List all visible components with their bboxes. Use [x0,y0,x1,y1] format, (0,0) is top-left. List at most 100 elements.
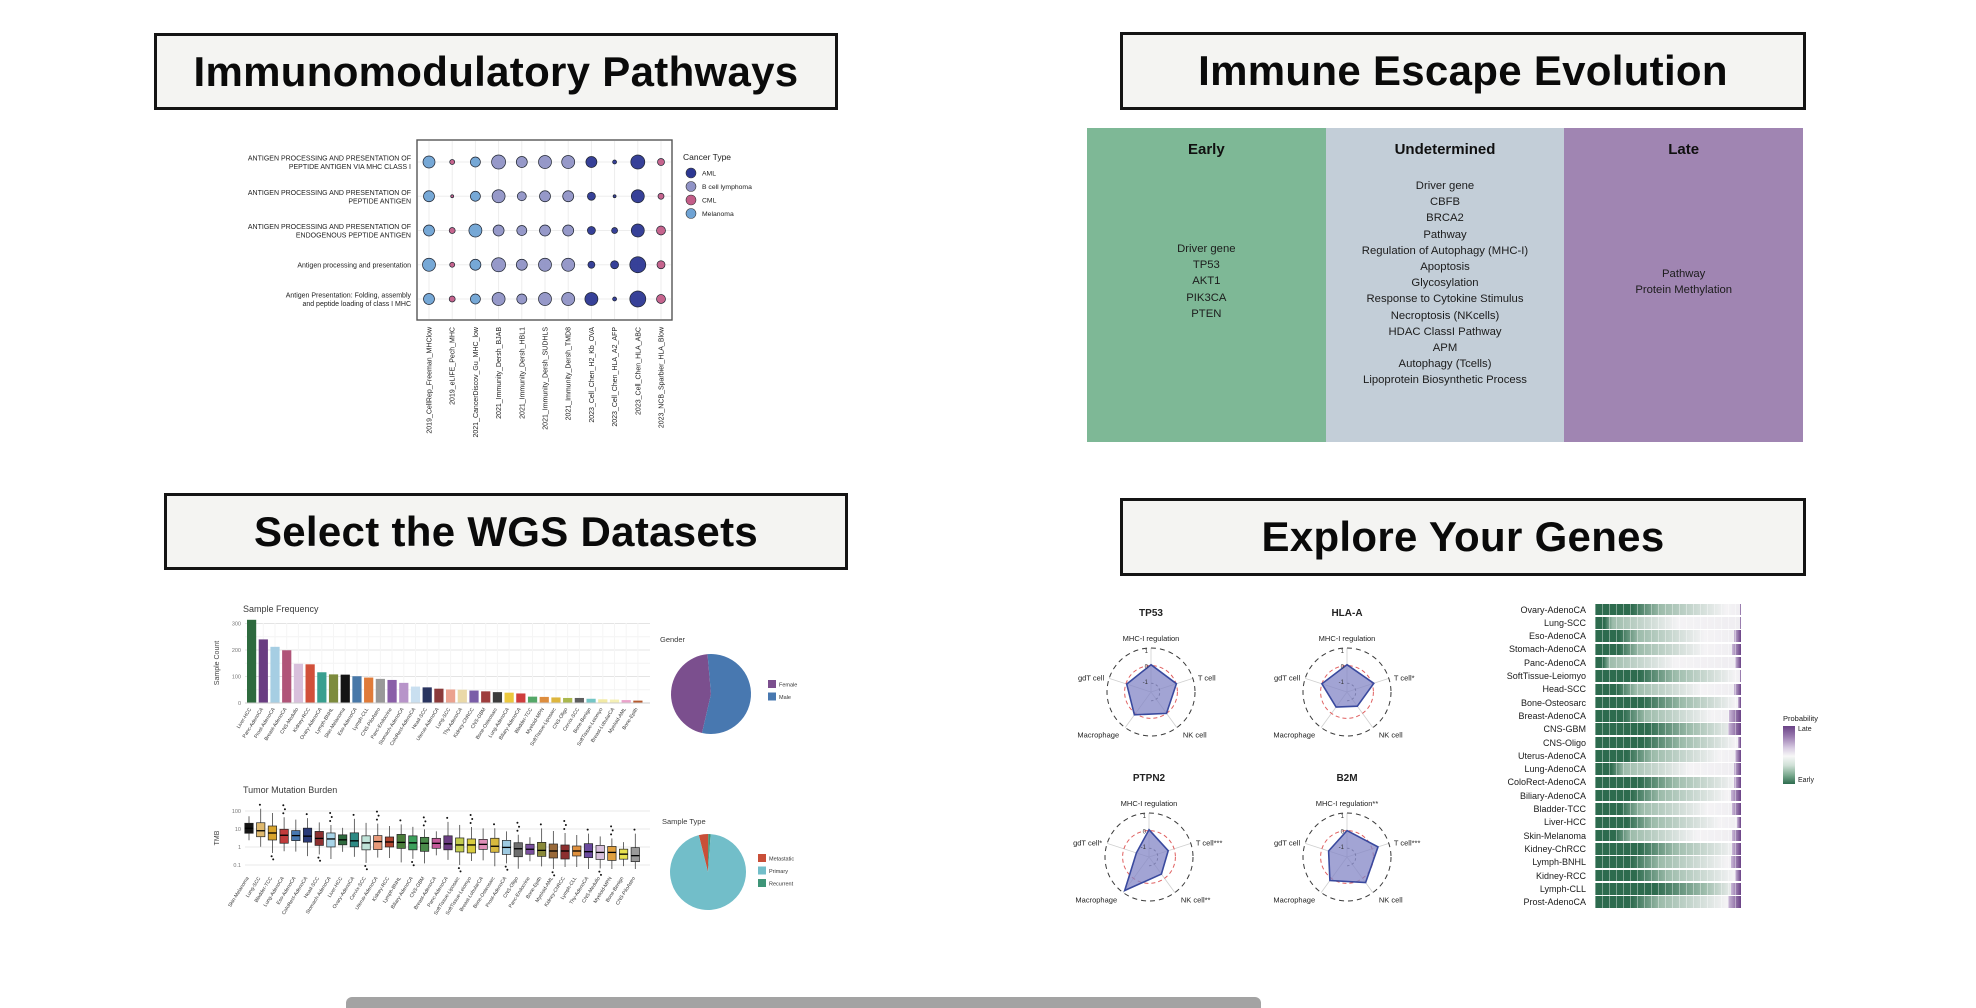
cancer-type-label: Panc-AdenoCA [1523,657,1586,668]
freq-bar [317,672,327,703]
legend-label: B cell lymphoma [702,184,752,191]
dataset-label: 2023_Cell_Chen_HLA_ABC [635,327,642,415]
pathway-dot [491,154,506,170]
late-probability-tip [1739,670,1741,682]
outlier-dot [516,829,519,832]
outlier-dot [471,817,474,820]
probability-bar [1595,603,1741,616]
bar-texture [1595,617,1741,629]
cancer-type-label: Biliary-AdenoCA [1519,790,1586,801]
late-probability-tip [1739,617,1741,629]
outlier-dot [563,819,566,822]
probability-row-skin-melanoma: Skin-Melanoma [1470,829,1780,842]
pathway-label: ANTIGEN PROCESSING AND PRESENTATION OF [248,190,411,197]
late-probability-tip [1730,856,1741,868]
radar-axis-label: NK cell [1183,731,1207,740]
evolution-item: CBFB [1429,196,1461,209]
pathway-dot [657,158,665,166]
pathway-label: ENDOGENOUS PEPTIDE ANTIGEN [296,233,411,240]
freq-bar [247,619,257,703]
evolution-column-header: Undetermined [1394,141,1496,158]
bar-texture [1595,816,1741,829]
radar-axis-label: T cell* [1394,673,1415,682]
y-tick: 0 [238,701,241,707]
cancer-type-label: Lymph-CLL [1539,883,1586,894]
cancer-type-label: Lung-SCC [1543,617,1586,628]
pathway-dot [538,257,552,272]
radar-axis-label: MHC-I regulation [1319,634,1376,643]
pie-slice-recurrent [708,834,711,872]
cancer-type-label: Eso-AdenoCA [1528,631,1586,642]
pathway-dot [612,194,617,199]
legend-title: Cancer Type [683,152,731,162]
pathway-dot [491,257,506,273]
outlier-dot [272,858,275,861]
box [326,832,336,848]
bar-texture [1595,603,1741,616]
freq-bar [293,663,304,703]
box [537,842,547,857]
dataset-label: 2021_Immunity_Dersh_HBL1 [519,327,526,419]
probability-bar [1595,736,1741,749]
gender-pie-chart: Gender Female Male [660,635,797,734]
pie-slice-primary [670,834,747,910]
legend-swatch [758,866,766,875]
outlier-dot [506,868,509,871]
freq-bar [492,692,503,703]
freq-bar [387,679,397,703]
outlier-dot [518,825,521,828]
pathway-dot [515,156,528,168]
cancer-type-label: SoftTissue-Leiomyo [1506,671,1586,681]
late-probability-tip [1733,763,1741,775]
late-probability-tip [1729,710,1741,722]
evolution-item: TP53 [1192,259,1220,272]
radar-polygon [1320,663,1375,708]
cancer-type-label: Bladder-TCC [1533,804,1586,814]
pathway-dot [561,292,576,306]
pathway-dot [629,290,647,308]
box [279,828,289,844]
box [420,836,430,852]
late-probability-tip [1732,643,1741,656]
pathway-dot [612,159,617,165]
outlier-dot [504,865,507,868]
freq-bar [551,697,561,703]
outlier-dot [516,821,519,824]
pathway-dotplot: ANTIGEN PROCESSING AND PRESENTATION OFPE… [248,139,752,438]
probability-row-uterus-adenoca: Uterus-AdenoCA [1470,749,1780,762]
pathway-dot [448,295,456,303]
legend-label: Recurrent [769,882,794,888]
evolution-item: Necroptosis (NKcells) [1390,309,1500,322]
box [583,843,594,859]
pathway-dot [539,190,551,203]
bar-texture [1595,829,1741,842]
pathway-dot [656,294,666,304]
radar-axis-label: MHC-I regulation** [1316,799,1379,808]
cancer-type-label: Ovary-AdenoCA [1520,604,1586,615]
panel-button-explore-your-genes[interactable]: Explore Your Genes [1120,498,1806,576]
cancer-type-label: Liver-HCC [1543,817,1586,828]
legend-dot [685,194,697,206]
pathway-dot [516,191,527,202]
panel-button-immunomodulatory-pathways[interactable]: Immunomodulatory Pathways [154,33,838,110]
panel-button-select-wgs-datasets[interactable]: Select the WGS Datasets [164,493,848,570]
radar-axis-label: Macrophage [1273,731,1315,740]
bottom-scrollbar[interactable] [346,997,1261,1008]
probability-row-ovary-adenoca: Ovary-AdenoCA [1470,603,1780,616]
probability-row-stomach-adenoca: Stomach-AdenoCA [1470,643,1780,656]
panel-button-immune-escape-evolution[interactable]: Immune Escape Evolution [1120,32,1806,110]
evolution-item: Driver gene [1415,180,1475,192]
legend-label: Melanoma [702,211,734,218]
late-probability-tip [1733,630,1741,642]
freq-bar [469,690,479,703]
probability-bar [1595,763,1741,775]
box [560,844,570,860]
outlier-dot [553,874,556,877]
pathway-label: and peptide loading of class I MHC [302,301,411,308]
outlier-dot [330,815,333,818]
pathway-dot [515,258,528,271]
bar-texture [1595,643,1741,656]
probability-bar [1595,696,1741,709]
late-probability-tip [1727,896,1741,908]
radar-tick: -1 [1339,845,1345,851]
